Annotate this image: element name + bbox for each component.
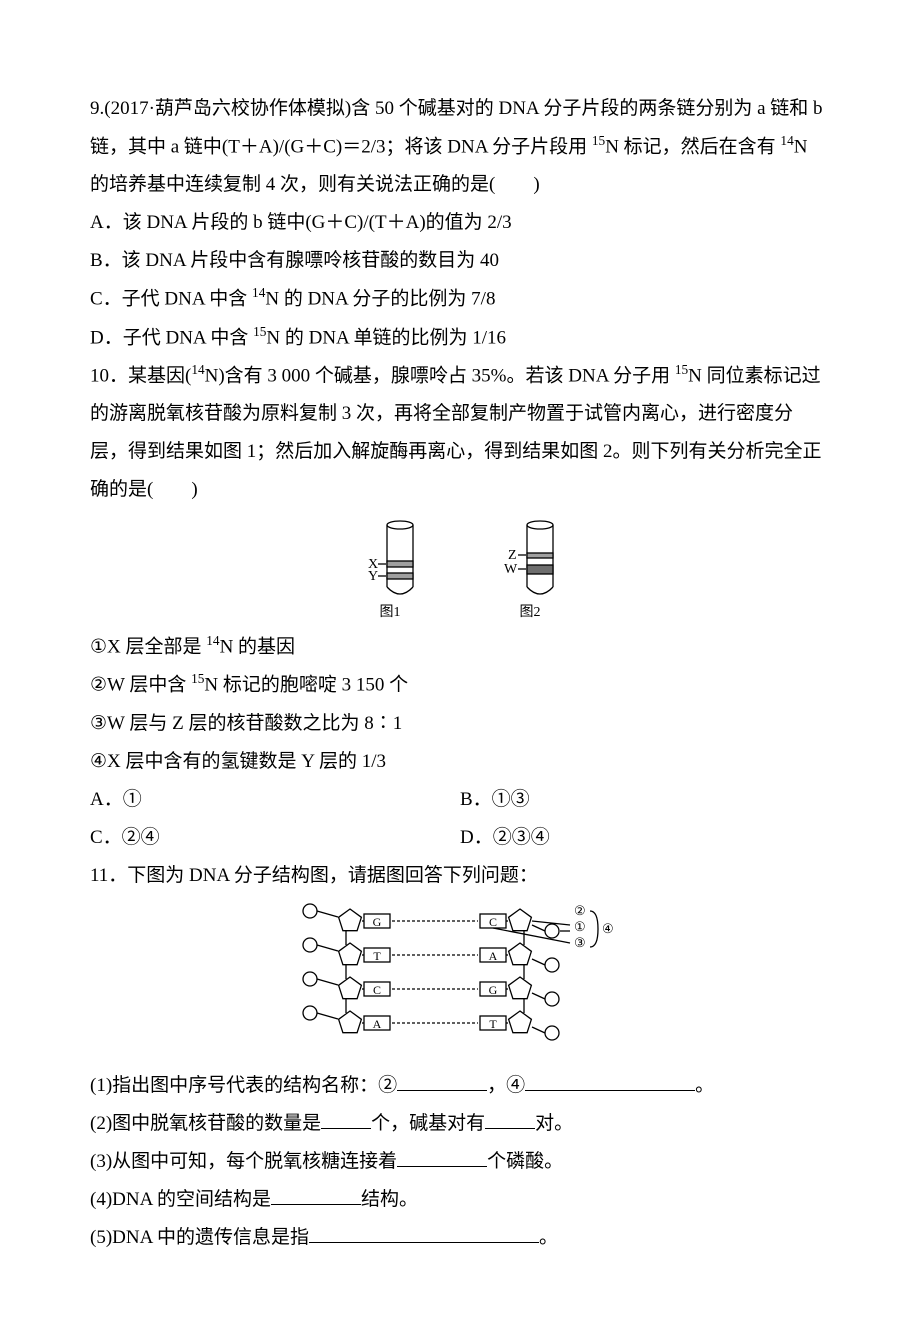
q9-optc-sup: 14 (252, 285, 265, 300)
q11-sub2-c: 对。 (535, 1113, 573, 1134)
q10-stmt-4: ④X 层中含有的氢键数是 Y 层的 1/3 (90, 743, 830, 781)
q9-option-a: A．该 DNA 片段的 b 链中(G＋C)/(T＋A)的值为 2/3 (90, 204, 830, 242)
q11-sub2: (2)图中脱氧核苷酸的数量是 个，碱基对有 对。 (90, 1105, 830, 1143)
svg-text:C: C (373, 983, 381, 997)
q10-stmt2-sup: 15 (191, 671, 204, 686)
tube1-label-y: Y (368, 569, 378, 584)
blank (271, 1187, 361, 1205)
q9-sup-2: 14 (780, 133, 793, 148)
q11-sub4-a: (4)DNA 的空间结构是 (90, 1189, 271, 1210)
svg-text:G: G (373, 915, 382, 929)
tube-2: Z W 图2 (490, 517, 570, 622)
tube2-label-z: Z (508, 548, 517, 563)
q9-optc-post: N 的 DNA 分子的比例为 7/8 (265, 289, 495, 310)
q11-sub4: (4)DNA 的空间结构是 结构。 (90, 1181, 830, 1219)
svg-text:A: A (489, 949, 498, 963)
q11-sub1-c: 。 (695, 1075, 714, 1096)
q10-option-a: A．① (90, 781, 460, 819)
q11-sub3-a: (3)从图中可知，每个脱氧核糖连接着 (90, 1151, 397, 1172)
dna-svg: G C T A C G A T ②①③ ④ (290, 901, 630, 1061)
blank (397, 1073, 487, 1091)
q11-sub1: (1)指出图中序号代表的结构名称：② ，④ 。 (90, 1067, 830, 1105)
q10-options-row1: A．① B．①③ (90, 781, 830, 819)
svg-text:②: ② (574, 903, 586, 918)
tube-2-svg: Z W (490, 517, 570, 603)
q11-sub3-b: 个磷酸。 (487, 1151, 563, 1172)
q9-option-b: B．该 DNA 片段中含有腺嘌呤核苷酸的数目为 40 (90, 242, 830, 280)
q10-option-d: D．②③④ (460, 819, 830, 857)
blank (485, 1111, 535, 1129)
q10-option-c: C．②④ (90, 819, 460, 857)
q11-sub4-b: 结构。 (361, 1189, 418, 1210)
svg-text:T: T (489, 1017, 497, 1031)
q10-stmt2-post: N 标记的胞嘧啶 3 150 个 (204, 675, 408, 696)
q11-sub1-a: (1)指出图中序号代表的结构名称：② (90, 1075, 397, 1096)
q11-sub2-a: (2)图中脱氧核苷酸的数量是 (90, 1113, 321, 1134)
q10-stmt2-pre: ②W 层中含 (90, 675, 191, 696)
q9-stem: 9.(2017·葫芦岛六校协作体模拟)含 50 个碱基对的 DNA 分子片段的两… (90, 90, 830, 204)
blank (397, 1149, 487, 1167)
q9-optc-pre: C．子代 DNA 中含 (90, 289, 252, 310)
q11-sub3: (3)从图中可知，每个脱氧核糖连接着 个磷酸。 (90, 1143, 830, 1181)
q11-sub5: (5)DNA 中的遗传信息是指 。 (90, 1219, 830, 1257)
tube-1-svg: X Y (350, 517, 430, 603)
q9-text-2: N 标记，然后在含有 (605, 136, 780, 157)
q10-sup-1: 14 (191, 362, 204, 377)
tube-1: X Y 图1 (350, 517, 430, 622)
q9-optd-post: N 的 DNA 单链的比例为 1/16 (266, 327, 506, 348)
q9-sup-1: 15 (592, 133, 605, 148)
blank (525, 1073, 695, 1091)
q10-option-b: B．①③ (460, 781, 830, 819)
q9-option-c: C．子代 DNA 中含 14N 的 DNA 分子的比例为 7/8 (90, 280, 830, 318)
q10-options-row2: C．②④ D．②③④ (90, 819, 830, 857)
q10-stmt-3: ③W 层与 Z 层的核苷酸数之比为 8∶1 (90, 705, 830, 743)
q10-figure: X Y 图1 Z W 图2 (90, 517, 830, 622)
tube2-label-w: W (504, 562, 518, 577)
page: 9.(2017·葫芦岛六校协作体模拟)含 50 个碱基对的 DNA 分子片段的两… (0, 0, 920, 1317)
q9-optd-pre: D．子代 DNA 中含 (90, 327, 253, 348)
q10-stmt-2: ②W 层中含 15N 标记的胞嘧啶 3 150 个 (90, 666, 830, 704)
svg-text:①: ① (574, 919, 586, 934)
q11-stem: 11．下图为 DNA 分子结构图，请据图回答下列问题： (90, 857, 830, 895)
q11-sub1-b: ，④ (487, 1075, 525, 1096)
svg-text:A: A (373, 1017, 382, 1031)
q10-stmt-1: ①X 层全部是 14N 的基因 (90, 628, 830, 666)
q11-sub2-b: 个，碱基对有 (371, 1113, 485, 1134)
svg-text:③: ③ (574, 935, 586, 950)
q10-text-2: N)含有 3 000 个碱基，腺嘌呤占 35%。若该 DNA 分子用 (205, 365, 675, 386)
q9-option-d: D．子代 DNA 中含 15N 的 DNA 单链的比例为 1/16 (90, 319, 830, 357)
q10-stem: 10．某基因(14N)含有 3 000 个碱基，腺嘌呤占 35%。若该 DNA … (90, 357, 830, 509)
q10-sup-2: 15 (675, 362, 688, 377)
q10-stmt1-sup: 14 (206, 633, 219, 648)
svg-text:G: G (489, 983, 498, 997)
q9-optd-sup: 15 (253, 324, 266, 339)
blank (309, 1225, 539, 1243)
tube1-caption: 图1 (380, 605, 401, 622)
svg-text:④: ④ (602, 921, 614, 936)
svg-text:C: C (489, 915, 497, 929)
q11-figure: G C T A C G A T ②①③ ④ (90, 901, 830, 1061)
tube2-caption: 图2 (520, 605, 541, 622)
q10-stmt1-post: N 的基因 (220, 636, 295, 657)
q10-stmt1-pre: ①X 层全部是 (90, 636, 206, 657)
q11-sub5-a: (5)DNA 中的遗传信息是指 (90, 1227, 309, 1248)
q10-text-1: 10．某基因( (90, 365, 191, 386)
q11-sub5-b: 。 (539, 1227, 558, 1248)
svg-text:T: T (373, 949, 381, 963)
blank (321, 1111, 371, 1129)
